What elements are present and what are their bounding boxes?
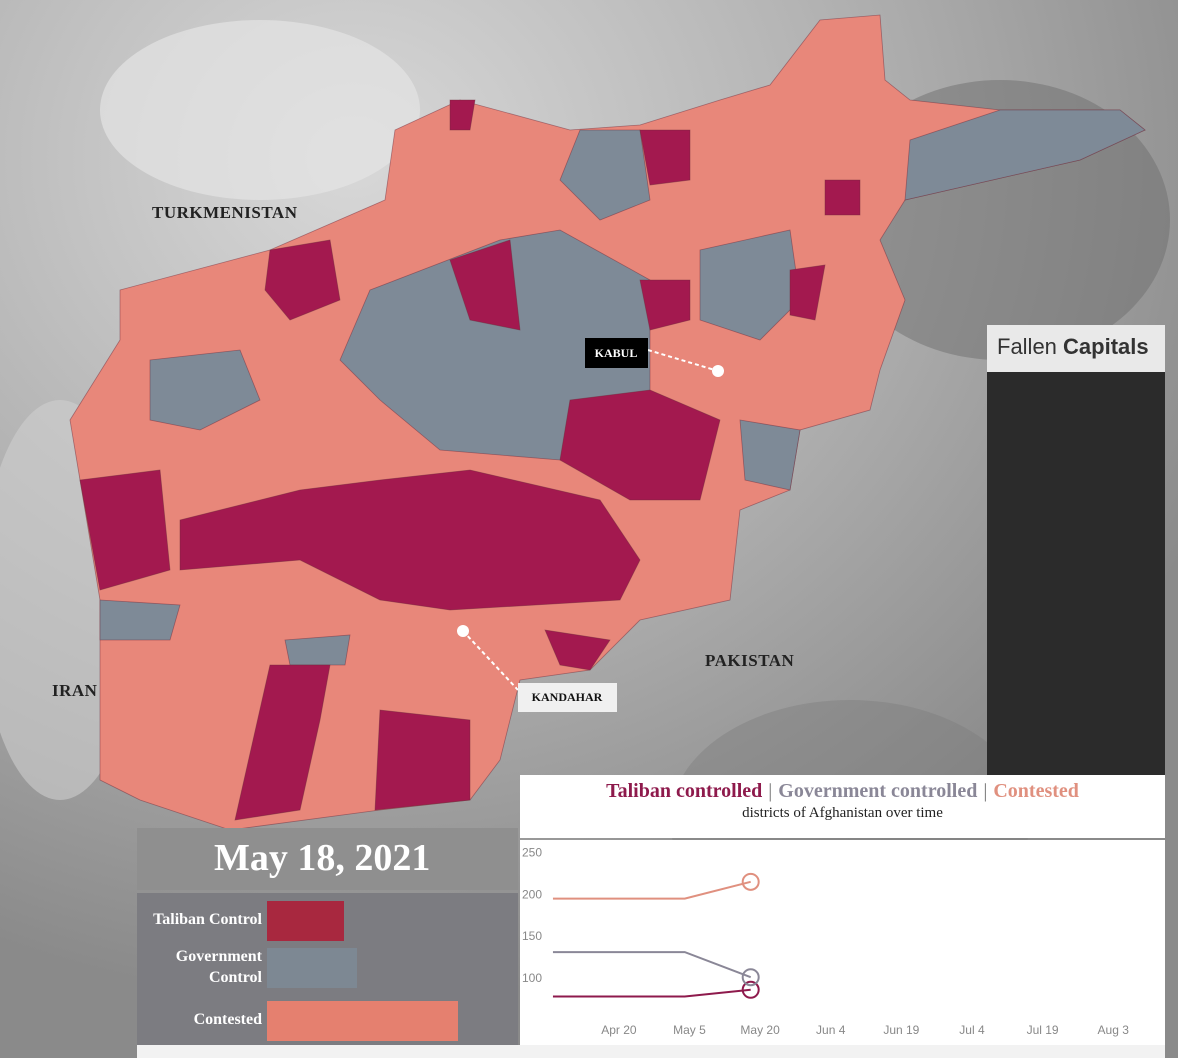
current-date: May 18, 2021 — [214, 837, 431, 879]
legend-entry: Contested — [993, 780, 1079, 802]
district-government — [559, 129, 651, 221]
district-government — [904, 109, 1146, 201]
fallen-capitals-title: Fallen — [997, 334, 1057, 359]
terrain-patch — [100, 20, 420, 200]
afghanistan-map — [69, 14, 1146, 831]
district-taliban — [374, 709, 471, 811]
bar-legend: Taliban Control Government Control Contest… — [137, 893, 518, 1045]
district-taliban — [639, 129, 691, 186]
district-taliban — [789, 264, 826, 321]
district-taliban — [179, 469, 641, 611]
district-taliban — [559, 389, 721, 501]
country-label: IRAN — [52, 681, 98, 700]
country-label: TURKMENISTAN — [152, 203, 298, 222]
legend-bar — [267, 901, 344, 941]
chart-title: Taliban controlled | Government controlled… — [520, 780, 1165, 803]
footer-strip — [137, 1045, 1165, 1058]
district-taliban — [234, 664, 331, 821]
district-government — [99, 599, 181, 641]
fallen-capitals-panel — [987, 372, 1165, 775]
fallen-capitals-header: Fallen Capitals — [987, 325, 1165, 372]
bar-legend-label: Taliban Control — [153, 911, 262, 928]
bar-legend-label: Government Control — [175, 948, 262, 986]
kabul-pointer — [647, 349, 719, 372]
separator: | — [983, 780, 988, 802]
chart-subtitle: districts of Afghanistan over time — [742, 805, 943, 821]
kabul-label-box — [585, 338, 648, 368]
legend-entry: Government controlled — [778, 780, 978, 802]
chart-legend: Taliban controlled | Government controlled… — [520, 775, 1165, 838]
city-label: KABUL — [595, 346, 638, 360]
separator: | — [768, 780, 773, 802]
district-government — [149, 349, 261, 431]
district-taliban — [544, 629, 611, 671]
district-taliban — [79, 469, 171, 591]
legend-bar — [267, 948, 357, 988]
chart-background — [520, 840, 1165, 1045]
district-taliban — [449, 99, 476, 131]
country-label: PAKISTAN — [705, 651, 795, 670]
district-government — [699, 229, 801, 341]
legend-entry: Taliban controlled — [606, 780, 763, 802]
date-panel: May 18, 2021 — [137, 828, 518, 890]
kandahar-dot — [457, 625, 469, 637]
fallen-capitals-title: Capitals — [1063, 334, 1149, 359]
district-taliban — [639, 279, 691, 331]
legend-bar — [267, 1001, 459, 1041]
district-taliban — [264, 239, 341, 321]
district-government — [739, 419, 801, 491]
district-taliban — [449, 239, 521, 331]
city-label: KANDAHAR — [532, 690, 603, 704]
district-taliban — [824, 179, 861, 216]
kandahar-label-box — [518, 683, 617, 712]
bar-legend-label: Contested — [193, 1011, 262, 1028]
kabul-dot — [712, 365, 724, 377]
district-government — [284, 634, 351, 666]
